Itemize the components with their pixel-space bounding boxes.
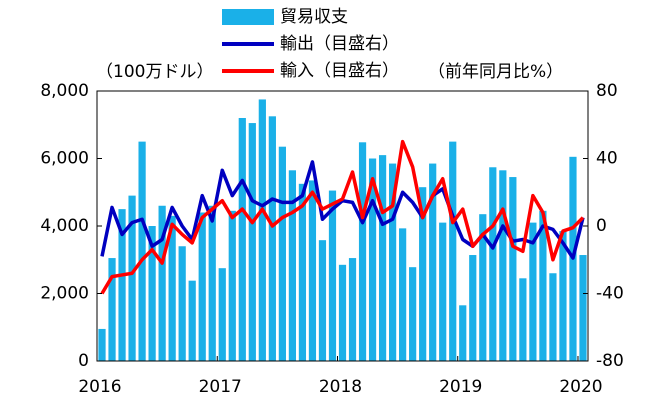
bar (399, 228, 407, 361)
bar (218, 268, 226, 361)
bar (308, 180, 317, 361)
y-axis-label: （100万ドル） (96, 62, 213, 82)
bar (429, 163, 437, 361)
bar (338, 264, 347, 361)
bar (409, 267, 417, 361)
y-tick-label: 8,000 (40, 81, 89, 101)
x-tick-label: 2019 (439, 377, 482, 397)
bar (378, 155, 387, 361)
bar (208, 205, 216, 361)
y-tick-label: 2,000 (40, 284, 89, 304)
bar (248, 123, 256, 361)
x-tick-label: 2020 (559, 377, 602, 397)
bar (388, 163, 397, 361)
bar (439, 222, 447, 361)
bar (238, 118, 246, 361)
bar (278, 146, 286, 361)
bar (188, 280, 196, 361)
bar (358, 142, 367, 361)
legend-swatch (222, 9, 274, 25)
bar (148, 226, 156, 361)
bar (499, 170, 507, 361)
y2-tick-label: 40 (596, 149, 618, 169)
bar (298, 183, 307, 361)
bar (198, 212, 206, 361)
y2-axis-label: （前年同月比%） (428, 62, 563, 82)
x-tick-label: 2017 (199, 377, 242, 397)
bar (328, 190, 337, 361)
y2-tick-label: -80 (596, 351, 624, 371)
y2-tick-label: 0 (596, 216, 607, 236)
bar (108, 258, 116, 361)
x-tick-label: 2016 (78, 377, 121, 397)
x-tick-label: 2018 (319, 377, 362, 397)
bar (579, 255, 587, 361)
legend-label: 輸入（目盛右） (280, 61, 399, 81)
bar (419, 187, 427, 361)
bar (158, 205, 166, 361)
bar (98, 328, 106, 361)
bar (138, 141, 146, 361)
bar (479, 214, 487, 361)
bar (128, 195, 136, 361)
bar (348, 258, 357, 361)
bar (118, 209, 126, 361)
bar (228, 210, 236, 361)
legend-label: 貿易収支 (280, 7, 348, 27)
bar (168, 215, 176, 361)
bar (449, 141, 457, 361)
bar (469, 255, 477, 361)
bar (178, 246, 186, 361)
y-tick-label: 4,000 (40, 216, 89, 236)
bar (539, 210, 547, 361)
bar (529, 222, 537, 361)
bar (288, 170, 297, 361)
bar (519, 278, 527, 361)
y2-tick-label: -40 (596, 284, 624, 304)
bar (509, 177, 517, 361)
bar (268, 116, 276, 361)
legend-label: 輸出（目盛右） (280, 34, 399, 54)
bar (318, 240, 327, 361)
bar (489, 167, 497, 361)
bar (258, 99, 266, 361)
y-tick-label: 6,000 (40, 149, 89, 169)
bar (549, 273, 557, 361)
y2-tick-label: 80 (596, 81, 618, 101)
bar (368, 158, 377, 361)
bar (559, 231, 567, 361)
line (100, 139, 585, 295)
y-tick-label: 0 (78, 351, 89, 371)
bar (459, 305, 467, 361)
